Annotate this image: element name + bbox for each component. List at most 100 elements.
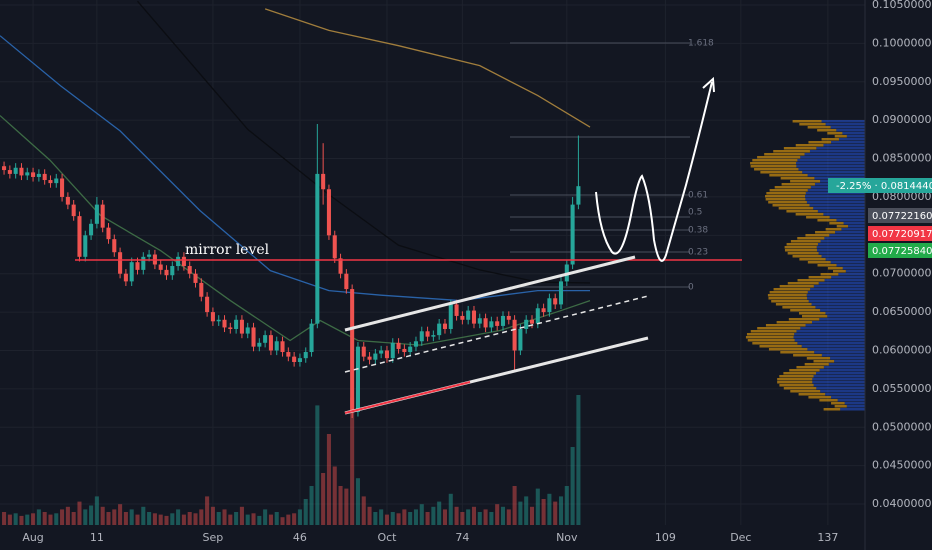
volume-bar <box>77 501 82 525</box>
volume-bar <box>222 509 227 525</box>
y-tick-label: 0.09000000 <box>872 113 932 126</box>
candle-body <box>65 196 70 205</box>
volume-bar <box>2 512 7 525</box>
candle-body <box>512 319 517 351</box>
profile-bar <box>797 159 865 162</box>
candle-body <box>94 204 99 224</box>
candle-body <box>42 173 47 181</box>
profile-bar <box>752 159 798 162</box>
profile-bar <box>818 252 865 255</box>
profile-bar <box>792 255 822 258</box>
volume-bar <box>535 488 540 525</box>
profile-bar <box>757 156 801 159</box>
volume-bar <box>187 512 192 525</box>
candle-body <box>466 310 471 320</box>
profile-bar <box>830 126 865 129</box>
profile-bar <box>817 210 865 213</box>
profile-bar <box>793 354 822 357</box>
profile-bar <box>812 381 865 384</box>
profile-bar <box>818 282 865 285</box>
profile-bar <box>837 399 865 402</box>
profile-bar <box>796 165 865 168</box>
volume-bar <box>158 514 163 525</box>
volume-bar <box>332 466 337 525</box>
volume-bar <box>193 513 198 525</box>
volume-bar <box>83 509 88 525</box>
profile-bar <box>798 168 865 171</box>
profile-bar <box>767 294 807 297</box>
candle-body <box>106 227 111 240</box>
profile-bar <box>782 306 816 309</box>
profile-bar <box>829 234 865 237</box>
volume-bar <box>408 512 413 525</box>
profile-bar <box>823 408 841 411</box>
candle-body <box>355 346 360 412</box>
y-tick-label: 0.06000000 <box>872 343 932 356</box>
volume-bar <box>36 509 41 525</box>
candle-body <box>54 178 59 184</box>
profile-bar <box>807 261 831 264</box>
candle-body <box>274 341 279 351</box>
profile-bar <box>795 213 824 216</box>
profile-bar <box>794 333 865 336</box>
volume-bar <box>199 509 204 525</box>
candle-body <box>500 315 506 326</box>
y-tick-label: 0.10500000 <box>872 0 932 11</box>
profile-bar <box>779 285 814 288</box>
profile-bar <box>777 378 813 381</box>
profile-bar <box>781 183 815 186</box>
volume-bar <box>31 513 36 525</box>
profile-bar <box>769 189 808 192</box>
volume-bar <box>274 512 279 525</box>
volume-bar <box>147 512 152 525</box>
profile-bar <box>768 201 807 204</box>
profile-bar <box>825 312 865 315</box>
candle-body <box>112 239 117 253</box>
price-tag-label: -2.25% · 0.08144400 <box>836 181 932 192</box>
profile-bar <box>808 141 832 144</box>
candle-body <box>489 321 494 328</box>
profile-bar <box>788 318 820 321</box>
profile-bar <box>769 291 808 294</box>
profile-bar <box>793 336 865 339</box>
candle-body <box>384 350 389 359</box>
candle-body <box>524 319 529 329</box>
profile-bar <box>774 186 811 189</box>
profile-bar <box>827 267 843 270</box>
profile-bar <box>807 297 865 300</box>
fib-label: 0.61 <box>688 191 708 201</box>
candle-body <box>425 331 430 337</box>
profile-bar <box>775 303 812 306</box>
profile-bar <box>787 252 819 255</box>
profile-bar <box>816 246 865 249</box>
profile-bar <box>829 216 865 219</box>
candle-body <box>210 312 215 322</box>
volume-bar <box>506 509 511 525</box>
y-tick-label: 0.06500000 <box>872 305 932 318</box>
volume-bar <box>350 397 355 525</box>
profile-bar <box>792 120 822 123</box>
y-tick-label: 0.10000000 <box>872 36 932 49</box>
candle-body <box>431 335 436 337</box>
profile-bar <box>816 387 865 390</box>
volume-bar <box>321 473 326 525</box>
volume-bar <box>495 504 500 525</box>
profile-bar <box>828 363 865 366</box>
y-tick-label: 0.04000000 <box>872 497 932 510</box>
candle-body <box>13 167 18 174</box>
volume-bar <box>234 512 239 525</box>
volume-bar <box>257 515 262 525</box>
candle-body <box>100 204 105 228</box>
volume-bar <box>286 514 291 525</box>
candle-body <box>245 327 250 334</box>
profile-bar <box>765 198 806 201</box>
profile-bar <box>765 324 806 327</box>
profile-bar <box>805 198 865 201</box>
price-tag-label: 0.07725840 <box>872 246 932 257</box>
volume-bar <box>239 506 244 525</box>
candle-body <box>460 315 465 320</box>
profile-bar <box>757 327 801 330</box>
profile-bar <box>816 147 865 150</box>
profile-bar <box>831 141 865 144</box>
